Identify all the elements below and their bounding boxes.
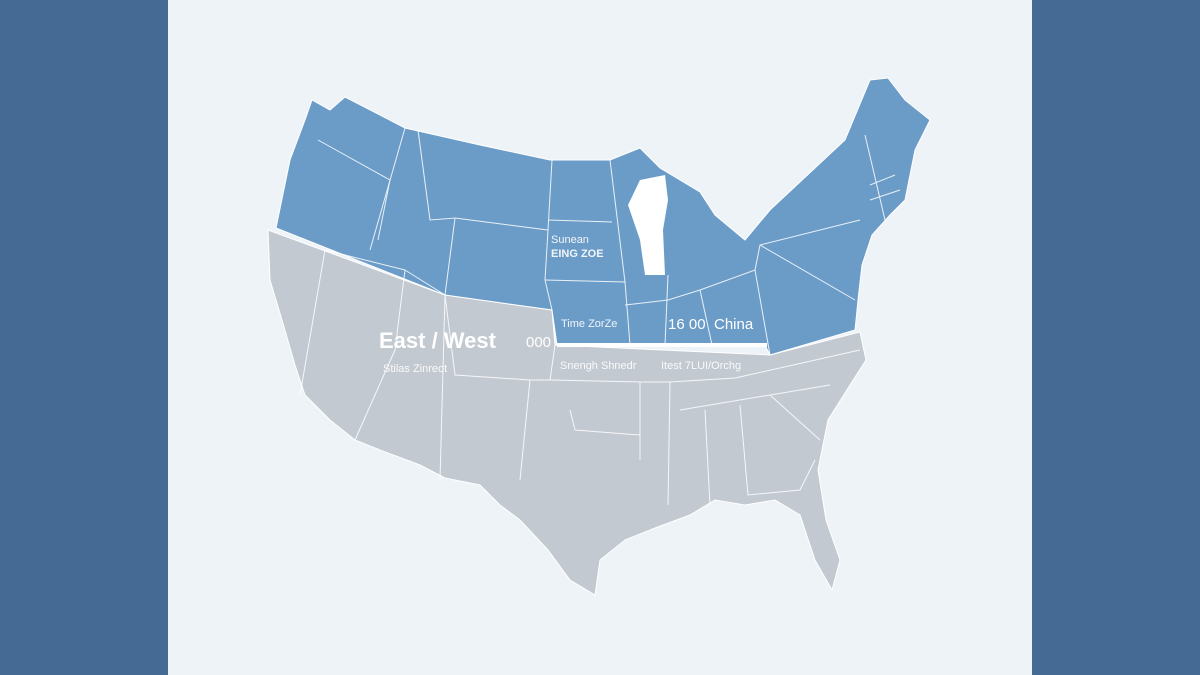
right-side-panel [1032, 0, 1200, 675]
southwest-caption: Stilas Zinreot [383, 363, 448, 375]
lake-michigan [628, 175, 668, 275]
north-center-label-line2: EING ZOE [551, 248, 604, 260]
us-map [267, 77, 931, 596]
state-borders [299, 127, 901, 506]
north-region[interactable] [275, 77, 931, 356]
south-region[interactable] [267, 229, 867, 596]
east-west-divider-line [557, 343, 767, 347]
left-side-panel [0, 0, 168, 675]
north-center-label-line1: Sunean [551, 234, 589, 246]
region-title: East / West [379, 328, 496, 353]
southeast-caption: Itest 7LUI/Orchg [661, 360, 742, 372]
east-country-label: China [714, 316, 754, 333]
time-zone-label: Time ZorZe [561, 318, 618, 330]
east-numbers-label: 16 00 [668, 316, 706, 333]
south-center-caption: Snengh Shnedr [560, 360, 637, 372]
divider-number-label: 000 [526, 334, 552, 351]
